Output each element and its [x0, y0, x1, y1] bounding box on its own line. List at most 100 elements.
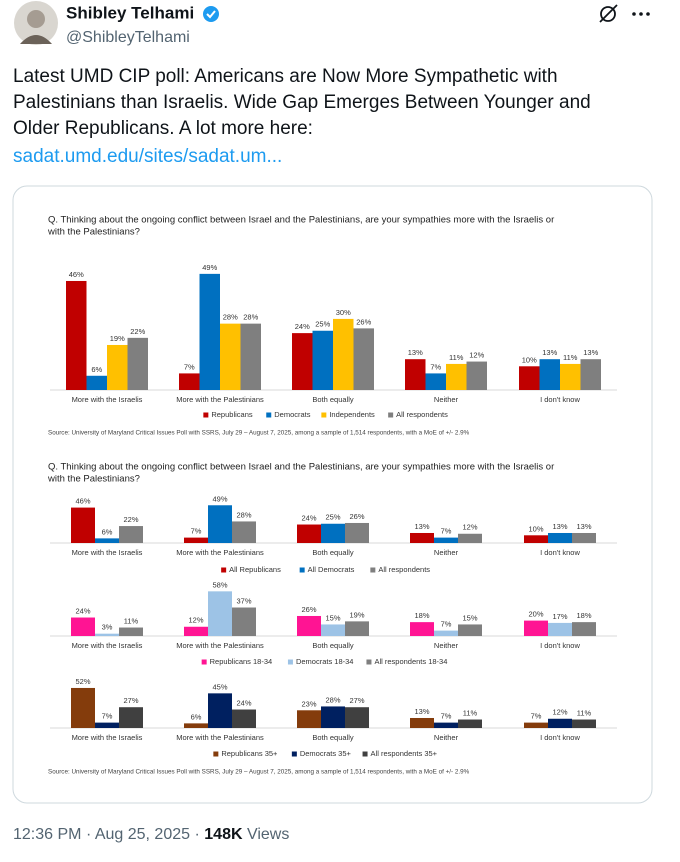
chart-question: with the Palestinians? — [47, 474, 140, 485]
value-label: 28% — [243, 313, 258, 322]
legend-label: All Republicans — [229, 565, 281, 574]
value-label: 6% — [191, 712, 202, 721]
bar — [410, 532, 434, 543]
value-label: 22% — [130, 327, 145, 336]
legend-label: Democrats — [274, 410, 311, 419]
bar — [345, 707, 369, 728]
bar — [107, 344, 128, 390]
bar — [353, 328, 374, 390]
value-label: 24% — [295, 322, 310, 331]
value-label: 25% — [315, 320, 330, 329]
legend-swatch — [287, 659, 293, 665]
category-label: More with the Palestinians — [176, 548, 264, 557]
bar — [560, 363, 581, 390]
category-label: Both equally — [312, 641, 354, 650]
bar — [86, 375, 107, 390]
bar — [297, 710, 321, 728]
bar — [466, 361, 487, 390]
author-handle[interactable]: @ShibleyTelhami — [66, 29, 190, 46]
bar — [580, 359, 601, 390]
bar — [548, 532, 572, 543]
bar — [179, 373, 200, 390]
bar — [208, 505, 232, 543]
tweet-text-line: Older Republicans. A lot more here: — [13, 118, 313, 139]
bar — [524, 722, 548, 728]
legend-label: All respondents — [378, 565, 430, 574]
value-label: 49% — [202, 263, 217, 272]
bar — [548, 718, 572, 728]
value-label: 11% — [463, 709, 478, 718]
legend-label: All Democrats — [308, 565, 355, 574]
legend-swatch — [201, 659, 207, 665]
chart-question: with the Palestinians? — [47, 227, 140, 238]
legend-label: All respondents 18-34 — [374, 657, 447, 666]
media-card[interactable] — [12, 185, 653, 804]
value-label: 28% — [236, 510, 251, 519]
value-label: 10% — [522, 355, 537, 364]
value-label: 10% — [528, 524, 543, 533]
bar — [519, 366, 540, 390]
value-label: 6% — [102, 527, 113, 536]
legend-label: All respondents 35+ — [371, 749, 438, 758]
category-label: Both equally — [312, 548, 354, 557]
bar — [208, 693, 232, 728]
category-label: I don't know — [540, 733, 580, 742]
value-label: 37% — [236, 596, 251, 605]
value-label: 25% — [325, 513, 340, 522]
more-menu[interactable] — [632, 12, 650, 16]
legend-label: Republicans 18-34 — [210, 657, 273, 666]
legend-swatch — [366, 659, 372, 665]
link[interactable]: sadat.umd.edu/sites/sadat.um... — [13, 146, 282, 167]
grok-icon[interactable] — [599, 4, 618, 23]
bar — [312, 330, 333, 390]
value-label: 52% — [75, 677, 90, 686]
value-label: 6% — [91, 365, 102, 374]
tweet-text-line: Palestinians than Israelis. Wide Gap Eme… — [13, 92, 591, 113]
bar — [434, 537, 458, 543]
value-label: 24% — [301, 514, 316, 523]
time: 12:36 PM — [13, 826, 81, 843]
bar — [95, 633, 119, 636]
value-label: 7% — [441, 527, 452, 536]
bar — [321, 523, 345, 543]
chart-question: Q. Thinking about the ongoing conflict b… — [48, 462, 554, 473]
value-label: 27% — [349, 696, 364, 705]
value-label: 20% — [528, 610, 543, 619]
legend-swatch — [213, 751, 219, 757]
category-label: More with the Palestinians — [176, 733, 264, 742]
value-label: 7% — [191, 527, 202, 536]
bar — [458, 624, 482, 636]
bar — [71, 687, 95, 728]
value-label: 46% — [75, 497, 90, 506]
bar — [232, 709, 256, 728]
category-label: More with the Palestinians — [176, 395, 264, 404]
value-label: 49% — [212, 494, 227, 503]
value-label: 13% — [576, 522, 591, 531]
value-label: 19% — [110, 334, 125, 343]
category-label: I don't know — [540, 395, 580, 404]
bar — [572, 532, 596, 543]
bar — [208, 591, 232, 636]
legend-swatch — [362, 751, 368, 757]
value-label: 58% — [212, 580, 227, 589]
bar — [297, 615, 321, 636]
view-count: 148K — [204, 826, 243, 843]
avatar[interactable] — [14, 1, 58, 45]
bar — [71, 507, 95, 543]
value-label: 24% — [236, 699, 251, 708]
value-label: 12% — [552, 708, 567, 717]
category-label: I don't know — [540, 548, 580, 557]
value-label: 7% — [441, 620, 452, 629]
category-label: Neither — [434, 733, 459, 742]
author-name[interactable]: Shibley Telhami — [66, 3, 194, 22]
category-label: More with the Israelis — [72, 395, 143, 404]
legend-label: Republicans — [211, 410, 253, 419]
bar — [119, 526, 143, 543]
value-label: 28% — [325, 695, 340, 704]
bar — [321, 706, 345, 728]
bar — [425, 373, 446, 390]
value-label: 13% — [414, 707, 429, 716]
value-label: 11% — [449, 353, 464, 362]
bar — [297, 524, 321, 543]
